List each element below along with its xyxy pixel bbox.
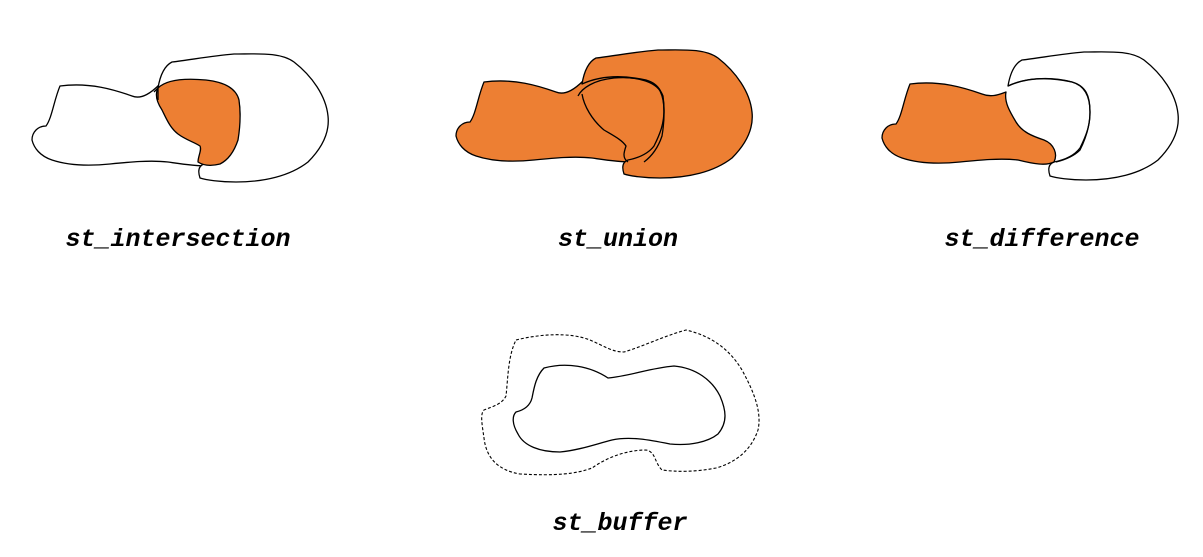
buffer-original-shape (512, 364, 726, 453)
label-union: st_union (558, 225, 678, 254)
panel-union: st_union (455, 49, 753, 254)
panel-intersection: st_intersection (31, 53, 329, 254)
panel-buffer: st_buffer (481, 329, 760, 538)
panel-difference: st_difference (881, 51, 1179, 254)
difference-region (881, 82, 1057, 165)
label-difference: st_difference (944, 225, 1139, 254)
union-inner-boundary-2 (581, 93, 629, 163)
label-buffer: st_buffer (552, 509, 687, 538)
buffer-outline (481, 329, 760, 476)
union-inner-boundary (577, 76, 665, 163)
union-shape-a (455, 76, 665, 163)
difference-inner-b (1007, 77, 1091, 163)
label-intersection: st_intersection (65, 225, 290, 254)
shape-b-edge (153, 87, 159, 100)
